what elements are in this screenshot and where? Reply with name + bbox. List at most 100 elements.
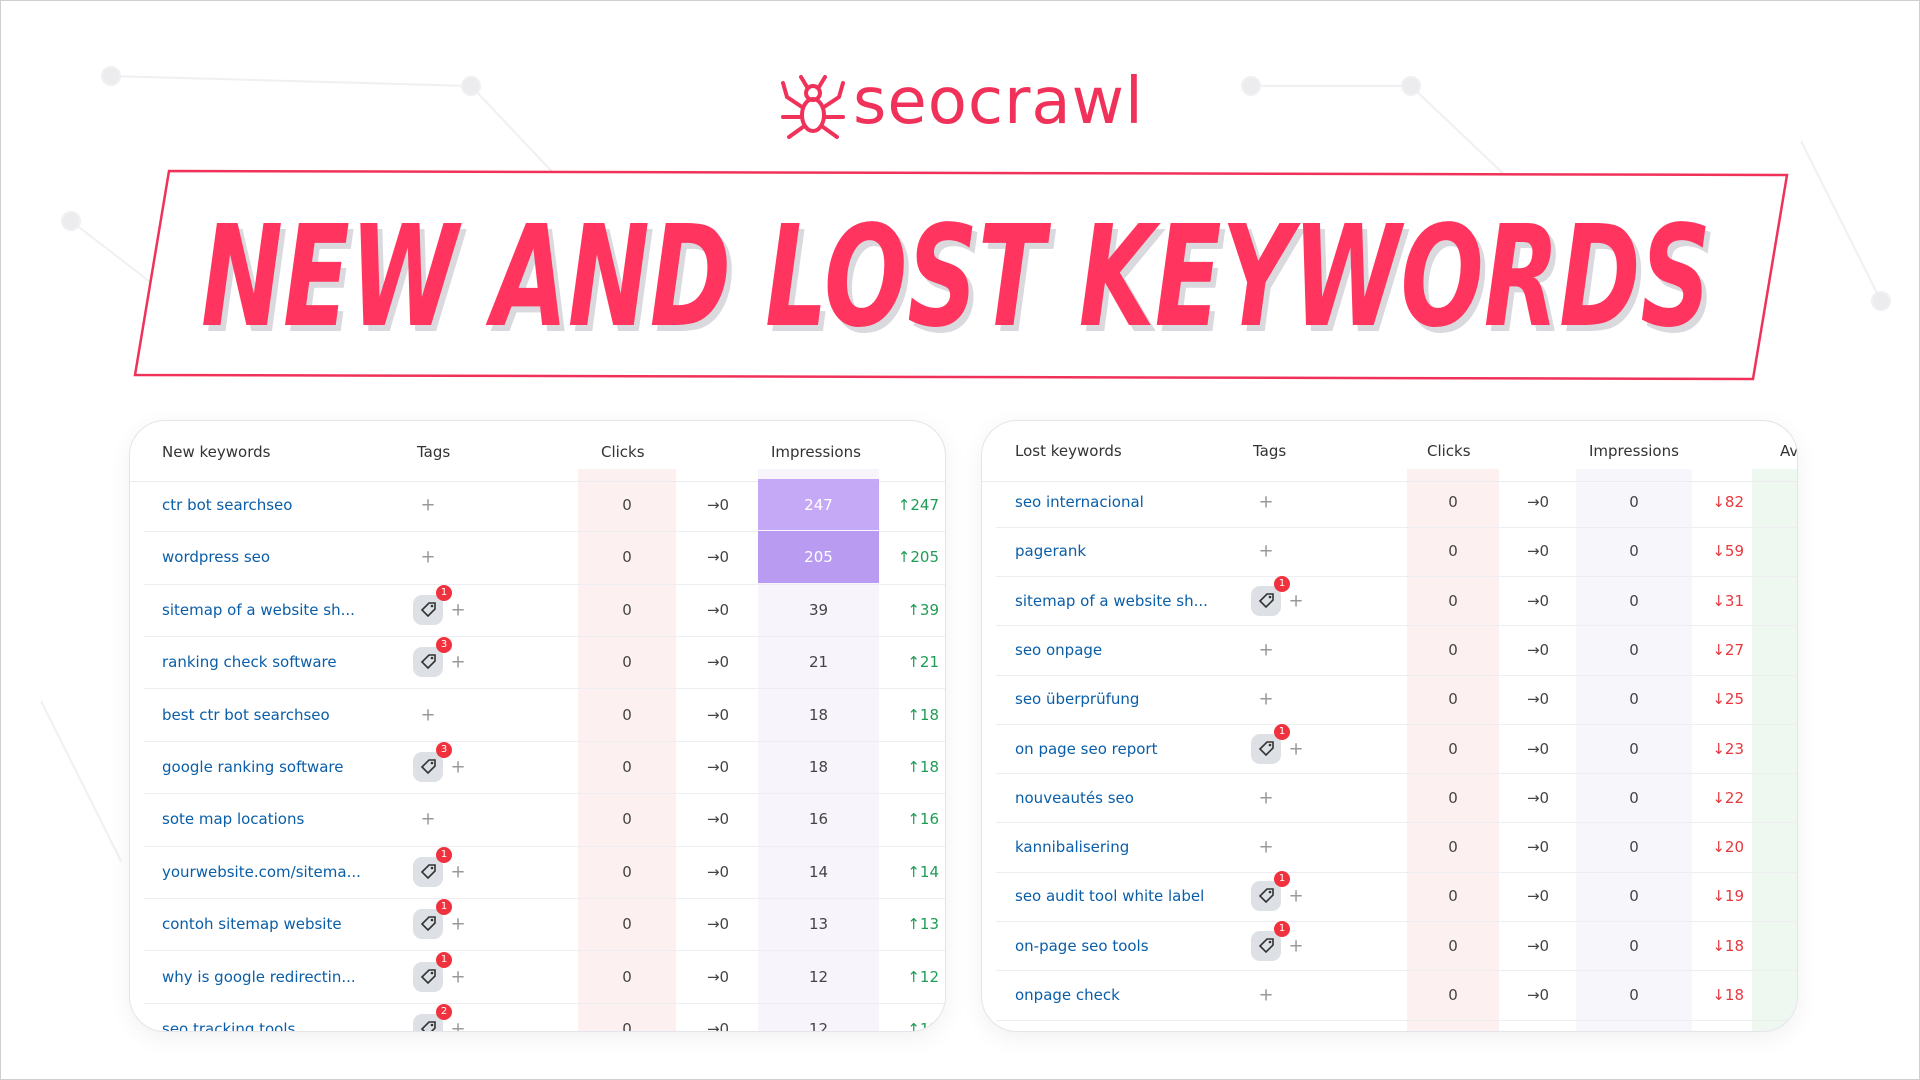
add-tag[interactable]: +	[1288, 935, 1304, 957]
add-tag[interactable]: +	[450, 861, 466, 883]
add-tag[interactable]: +	[450, 756, 466, 778]
clicks-change: →0	[1526, 493, 1550, 511]
keyword-link[interactable]: ctr bot searchseo	[162, 496, 293, 514]
keyword-link[interactable]: seo überprüfung	[1015, 690, 1140, 709]
clicks-change: →0	[1526, 739, 1550, 758]
keyword-link[interactable]: ranking check software	[162, 653, 337, 672]
tag-button[interactable]	[413, 909, 443, 940]
column-header: Clicks	[1427, 442, 1471, 460]
impressions: 0	[1629, 986, 1639, 1004]
keyword-link[interactable]: on page seo report	[1015, 739, 1158, 758]
impressions-change: ↓23	[1712, 739, 1744, 758]
tag-button[interactable]	[413, 752, 443, 782]
keyword-link[interactable]: on-page seo tools	[1015, 936, 1149, 955]
add-tag[interactable]: +	[1258, 984, 1274, 1006]
clicks: 0	[1448, 986, 1458, 1004]
tag-button[interactable]	[1251, 585, 1281, 616]
add-tag[interactable]: +	[1258, 540, 1274, 562]
tag-button[interactable]	[413, 961, 443, 992]
keyword-link[interactable]: nouveautés seo	[1015, 788, 1134, 807]
add-tag[interactable]: +	[420, 808, 436, 830]
keyword-link[interactable]: onpage check	[1015, 986, 1120, 1004]
add-tag[interactable]: +	[420, 704, 436, 726]
impressions-change: ↓18	[1712, 936, 1744, 955]
row-divider	[144, 583, 945, 585]
add-tag[interactable]: +	[450, 913, 466, 935]
keyword-link[interactable]: why is google redirectin...	[162, 967, 356, 986]
keyword-link[interactable]: best ctr bot searchseo	[162, 705, 330, 724]
tag-button[interactable]	[413, 594, 443, 625]
keyword-link[interactable]: sitemap of a website sh...	[1015, 591, 1208, 610]
add-tag[interactable]: +	[420, 546, 436, 568]
tag-icon	[420, 654, 436, 670]
clicks: 0	[622, 862, 632, 881]
add-tag[interactable]: +	[1258, 688, 1274, 710]
tag-button[interactable]	[1251, 930, 1281, 961]
add-tag[interactable]: +	[1258, 836, 1274, 858]
add-tag[interactable]: +	[420, 494, 436, 516]
keyword-link[interactable]: wordpress seo	[162, 548, 271, 567]
clicks: 0	[1448, 542, 1458, 561]
title: NEW AND LOST KEYWORDS	[201, 196, 1711, 359]
clicks-column-bg	[1407, 469, 1499, 1031]
keyword-link[interactable]: google ranking software	[162, 758, 344, 776]
impressions-change: ↓18	[1712, 986, 1744, 1004]
keyword-link[interactable]: seo internacional	[1015, 493, 1144, 511]
keyword-link[interactable]: seo tracking tools	[162, 1020, 296, 1032]
lost-keywords-table: Lost keywords Tags Clicks Impressions Av seo …	[981, 420, 1798, 1032]
keyword-link[interactable]: sitemap of a website sh...	[162, 600, 355, 619]
tag-button[interactable]	[413, 856, 443, 887]
add-tag[interactable]: +	[450, 599, 466, 621]
clicks: 0	[1448, 936, 1458, 955]
keyword-link[interactable]: seo audit tool white label	[1015, 887, 1205, 906]
add-tag[interactable]: +	[450, 966, 466, 988]
impressions-column-bg	[1576, 469, 1692, 1031]
clicks: 0	[1448, 739, 1458, 758]
tag-count: 1	[436, 899, 452, 916]
row-divider	[996, 625, 1797, 627]
keyword-link[interactable]: yourwebsite.com/sitema...	[162, 862, 361, 881]
clicks-change: →0	[706, 600, 730, 619]
impressions-change: ↑18	[907, 705, 939, 724]
keyword-link[interactable]: kannibalisering	[1015, 838, 1130, 857]
logo-text: seocrawl	[853, 65, 1144, 139]
impressions-change: ↑14	[907, 862, 939, 881]
tag-button[interactable]	[1251, 881, 1281, 912]
column-header: New keywords	[162, 443, 271, 461]
add-tag[interactable]: +	[1288, 738, 1304, 759]
add-tag[interactable]: +	[1258, 787, 1274, 809]
impressions: 0	[1629, 788, 1639, 807]
tag-count: 1	[1274, 723, 1290, 740]
tag-count: 1	[436, 584, 452, 601]
keyword-link[interactable]: pagerank	[1015, 542, 1087, 561]
impressions-change: ↑18	[907, 758, 939, 776]
add-tag[interactable]: +	[1288, 590, 1304, 612]
clicks: 0	[1448, 591, 1458, 610]
clicks-change: →0	[706, 967, 730, 986]
keyword-link[interactable]: contoh sitemap website	[162, 915, 342, 934]
tag-count: 2	[436, 1004, 452, 1020]
clicks-change: →0	[706, 810, 730, 829]
clicks: 0	[622, 496, 632, 514]
clicks-change: →0	[706, 653, 730, 672]
column-header: Clicks	[601, 443, 645, 461]
impressions: 13	[808, 915, 829, 934]
tag-icon	[420, 601, 436, 617]
add-tag[interactable]: +	[1258, 639, 1274, 661]
keyword-link[interactable]: sote map locations	[162, 810, 305, 829]
add-tag[interactable]: +	[450, 1018, 466, 1032]
tag-button[interactable]	[413, 1014, 443, 1031]
impressions-change: ↑12	[907, 967, 939, 986]
clicks-change: →0	[1526, 690, 1550, 709]
add-tag[interactable]: +	[1288, 885, 1304, 907]
keyword-link[interactable]: seo onpage	[1015, 640, 1103, 659]
tag-button[interactable]	[1251, 733, 1281, 764]
clicks-change: →0	[706, 1020, 730, 1032]
tag-button[interactable]	[413, 647, 443, 678]
add-tag[interactable]: +	[450, 651, 466, 673]
row-divider	[144, 793, 945, 795]
add-tag[interactable]: +	[1258, 491, 1274, 513]
tag-count: 1	[436, 846, 452, 863]
